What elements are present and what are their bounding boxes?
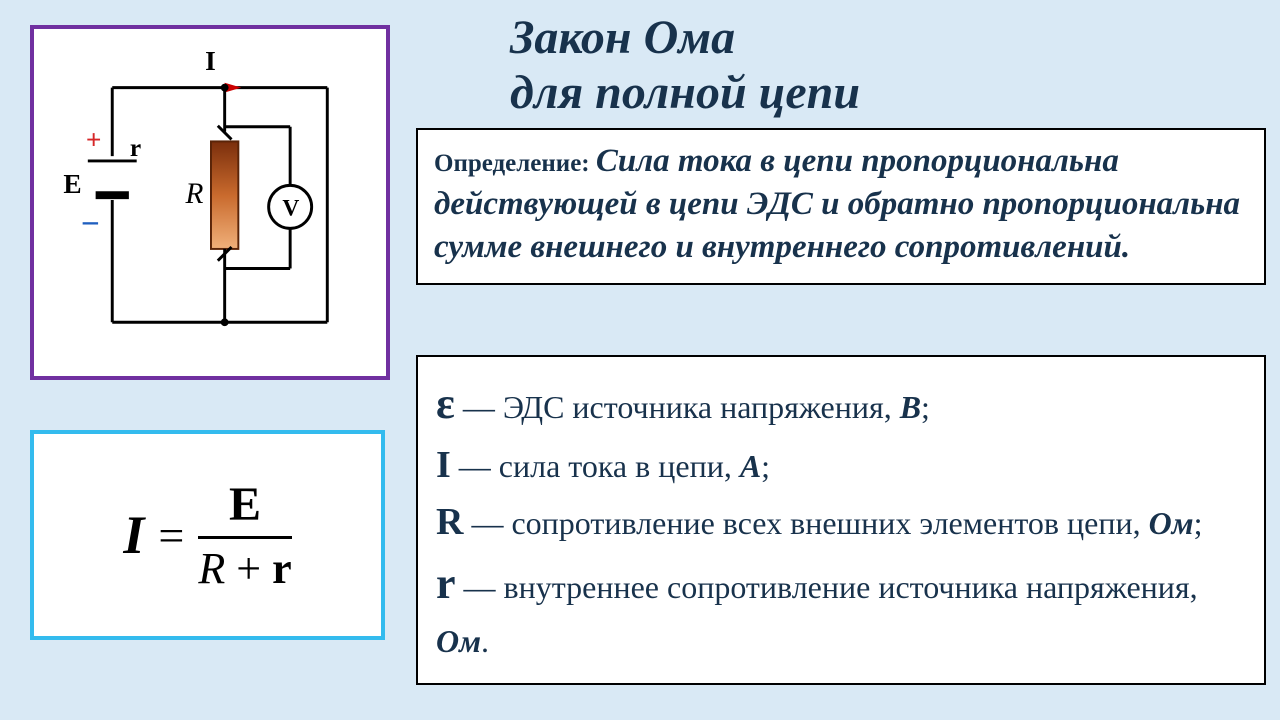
variable-line: ε — ЭДС источника напряжения, В; [436, 371, 1246, 437]
circuit-diagram: + − E r I R V [30, 25, 390, 380]
title-line1: Закон Ома [510, 10, 1250, 65]
variables-box: ε — ЭДС источника напряжения, В;I — сила… [416, 355, 1266, 685]
formula-numerator: E [209, 477, 281, 536]
definition-label: Определение: [434, 150, 596, 177]
resistor-icon [211, 141, 238, 249]
variable-line: r — внутреннее сопротивление источника н… [436, 551, 1246, 665]
formula-eq: = [158, 509, 184, 562]
ohms-law-formula: I = E R + r [123, 477, 291, 594]
formula-fraction: E R + r [198, 477, 291, 594]
formula-box: I = E R + r [30, 430, 385, 640]
formula-lhs: I [123, 504, 144, 566]
svg-text:−: − [81, 205, 100, 242]
label-V: V [282, 196, 299, 222]
label-I: I [205, 46, 216, 76]
page-title: Закон Ома для полной цепи [510, 10, 1250, 120]
label-R: R [185, 178, 204, 210]
label-r: r [130, 134, 141, 162]
svg-text:+: + [86, 124, 102, 154]
label-E: E [63, 169, 81, 199]
title-line2: для полной цепи [510, 65, 1250, 120]
definition-box: Определение: Сила тока в цепи пропорцион… [416, 128, 1266, 285]
variable-line: R — сопротивление всех внешних элементов… [436, 494, 1246, 551]
circuit-svg: + − E r I R V [34, 29, 386, 376]
variable-line: I — сила тока в цепи, А; [436, 437, 1246, 494]
formula-denominator: R + r [198, 539, 291, 594]
